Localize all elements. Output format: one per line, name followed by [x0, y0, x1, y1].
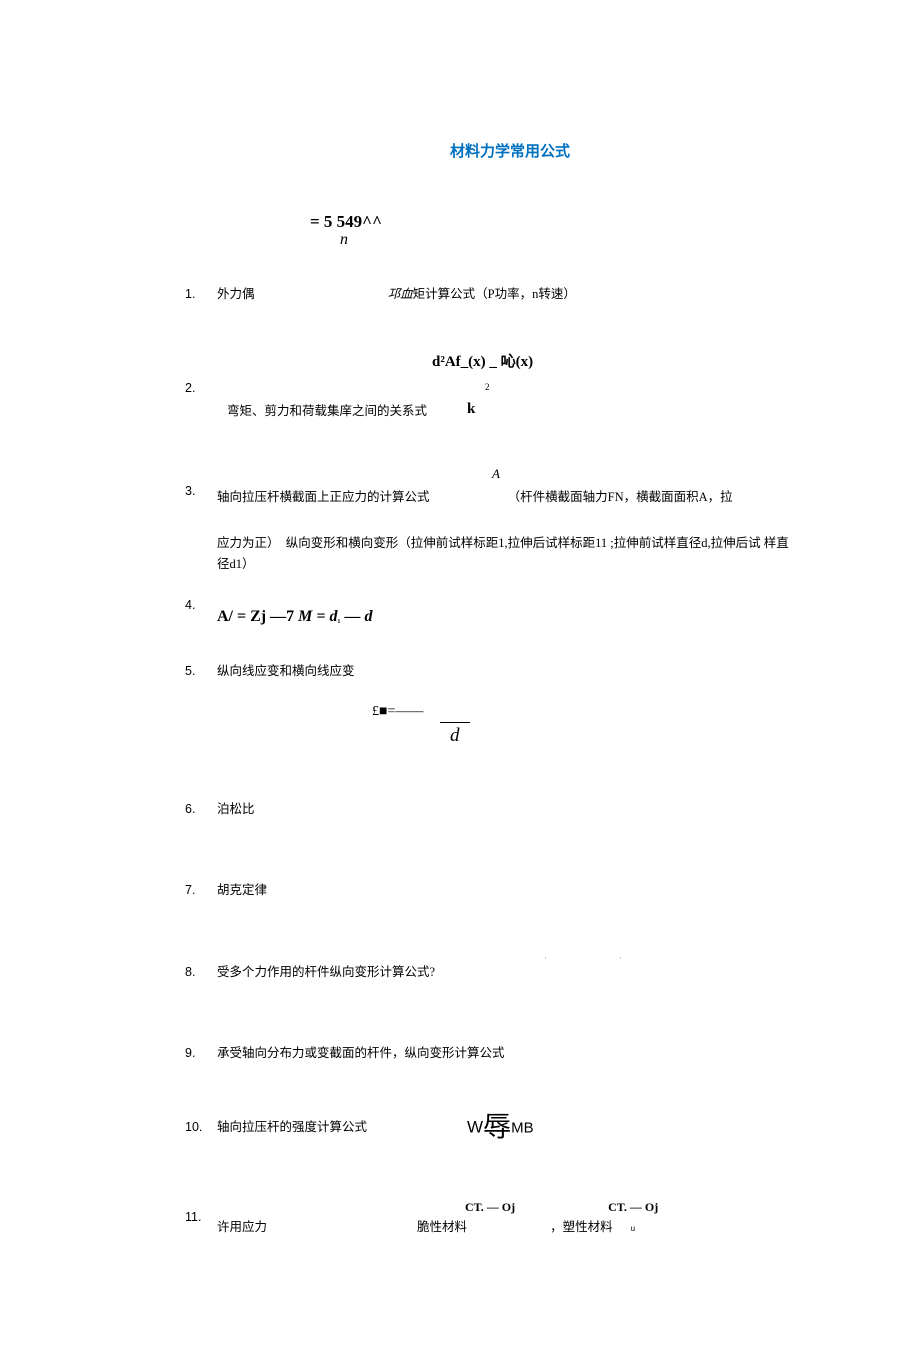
item-number: 8.: [185, 962, 217, 983]
formula-left: £■=——: [372, 704, 423, 719]
header-formula: = 5 549^^ n: [120, 211, 800, 249]
formula-char: 辱: [483, 1112, 511, 1143]
item-text: 弯矩、剪力和荷载集庠之间的关系式: [227, 401, 427, 422]
list-item: 8. 受多个力作用的杆件纵向变形计算公式? ' ': [185, 962, 800, 983]
item-number: 7.: [185, 880, 217, 901]
formula-ct: CT. — Oj: [465, 1197, 515, 1217]
formula-subscript: 2: [485, 380, 800, 395]
header-formula-line2: n: [340, 231, 800, 249]
item-text: 轴向拉压杆横截面上正应力的计算公式: [217, 490, 430, 504]
item-body: 胡克定律: [217, 880, 800, 901]
subscript-u: u: [631, 1222, 635, 1238]
item-number: 10.: [185, 1117, 217, 1138]
list-item: 10. 轴向拉压杆的强度计算公式 W辱MB: [185, 1104, 800, 1152]
item-body: 轴向拉压杆的强度计算公式 W辱MB: [217, 1104, 800, 1152]
item-text: 承受轴向分布力或变截面的杆件，纵向变形计算公式: [217, 1046, 505, 1060]
formula-ct: CT. — Oj: [608, 1197, 658, 1217]
list-item: 2. d²Af_(x) _ 吣(x) 2 弯矩、剪力和荷载集庠之间的关系式 k: [185, 350, 800, 422]
item-body: A/ = Zj —7 M = d₁ — d: [217, 595, 800, 630]
formula-line: £■=—— d: [372, 702, 800, 749]
list-item: 1. 外力偶 邛血矩计算公式（P功率，n转速）: [185, 284, 800, 305]
item-body: 泊松比: [217, 799, 800, 820]
item-number: 5.: [185, 661, 217, 749]
item-body: A 轴向拉压杆横截面上正应力的计算公式 （杆件横截面轴力FN，横截面面积A，拉 …: [217, 463, 800, 576]
item-body: 受多个力作用的杆件纵向变形计算公式? ' ': [217, 962, 800, 983]
formula-w: W: [467, 1117, 483, 1136]
formula-mb: MB: [511, 1119, 534, 1136]
material-label: ，塑性材料: [550, 1217, 613, 1238]
header-formula-line1: = 5 549^^: [310, 211, 800, 233]
list-item: 3. A 轴向拉压杆横截面上正应力的计算公式 （杆件横截面轴力FN，横截面面积A…: [185, 463, 800, 576]
item-number: 2.: [185, 378, 217, 422]
item-number: 9.: [185, 1043, 217, 1064]
formula-line: A/ = Zj —7 M = d₁ — d: [217, 603, 800, 630]
item-text-cont: （杆件横截面轴力FN，横截面面积A，拉: [508, 490, 733, 504]
item-text: 泊松比: [217, 802, 255, 816]
item-number: 4.: [185, 595, 217, 630]
formula-d: d: [440, 722, 470, 750]
item-text: 纵向线应变和横向线应变: [217, 661, 800, 682]
document-title: 材料力学常用公式: [220, 140, 800, 161]
formula-a: A: [492, 463, 500, 485]
formula-line: W辱MB: [467, 1104, 534, 1152]
item-body: 外力偶 邛血矩计算公式（P功率，n转速）: [217, 284, 800, 305]
item-text-cont2: 应力为正） 纵向变形和横向变形（拉伸前试样标距1,拉伸后试样标距11 ;拉伸前试…: [217, 533, 800, 576]
list-item: 7. 胡克定律: [185, 880, 800, 901]
item-number: 6.: [185, 799, 217, 820]
item-text: 许用应力: [217, 1217, 267, 1238]
item-number: 1.: [185, 284, 217, 305]
tick-mark: ': [545, 957, 546, 966]
formula-list: 1. 外力偶 邛血矩计算公式（P功率，n转速） 2. d²Af_(x) _ 吣(…: [185, 284, 800, 1238]
formula-prefix: 邛血: [388, 287, 413, 301]
item-number: 11.: [185, 1207, 217, 1239]
list-item: 9. 承受轴向分布力或变截面的杆件，纵向变形计算公式: [185, 1043, 800, 1064]
item-body: 许用应力 CT. — Oj 脆性材料 CT. — Oj ，塑性材料 u: [217, 1197, 800, 1239]
formula-k: k: [467, 397, 475, 423]
item-text: 外力偶: [217, 287, 255, 301]
formula-line: d²Af_(x) _ 吣(x): [432, 350, 800, 376]
list-item: 11. 许用应力 CT. — Oj 脆性材料 CT. — Oj ，塑性材料 u: [185, 1197, 800, 1239]
tick-mark: ': [620, 957, 621, 966]
list-item: 6. 泊松比: [185, 799, 800, 820]
item-body: d²Af_(x) _ 吣(x) 2 弯矩、剪力和荷载集庠之间的关系式 k: [217, 350, 800, 422]
item-number: 3.: [185, 481, 217, 576]
item-body: 纵向线应变和横向线应变 £■=—— d: [217, 661, 800, 749]
list-item: 5. 纵向线应变和横向线应变 £■=—— d: [185, 661, 800, 749]
item-note: 矩计算公式（P功率，n转速）: [413, 287, 576, 301]
item-text: 轴向拉压杆的强度计算公式: [217, 1117, 367, 1138]
material-label: 脆性材料: [417, 1217, 515, 1238]
item-text: 胡克定律: [217, 883, 267, 897]
list-item: 4. A/ = Zj —7 M = d₁ — d: [185, 595, 800, 630]
item-body: 承受轴向分布力或变截面的杆件，纵向变形计算公式: [217, 1043, 800, 1064]
item-text: 受多个力作用的杆件纵向变形计算公式?: [217, 965, 435, 979]
